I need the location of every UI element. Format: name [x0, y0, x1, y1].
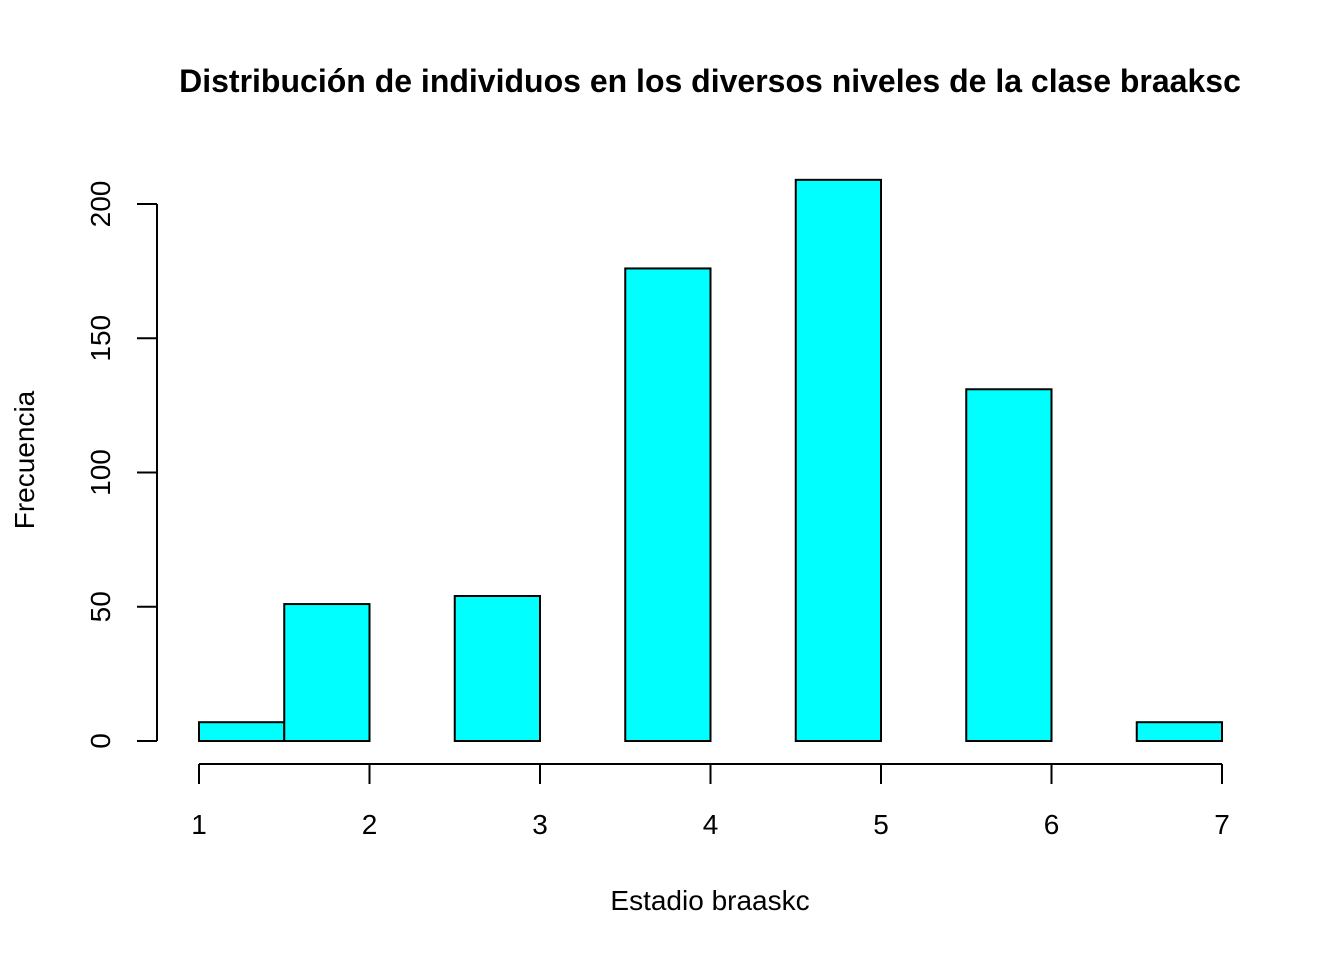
histogram-bar-0: [198, 721, 286, 743]
x-tick-label: 5: [873, 809, 889, 840]
chart-title: Distribución de individuos en los divers…: [179, 63, 1241, 99]
x-tick-label: 1: [191, 809, 207, 840]
histogram-bar-5: [624, 267, 712, 742]
y-tick-label: 100: [85, 449, 116, 496]
y-tick-label: 200: [85, 181, 116, 228]
x-tick-label: 3: [532, 809, 548, 840]
x-tick-label: 2: [362, 809, 378, 840]
x-axis-label: Estadio braaskc: [610, 885, 809, 916]
y-tick-label: 150: [85, 315, 116, 362]
x-tick-label: 4: [703, 809, 719, 840]
x-axis: 1 2 3 4 5 6 7: [191, 763, 1230, 840]
x-tick-label: 7: [1214, 809, 1230, 840]
histogram-bar-9: [965, 388, 1053, 742]
histogram-bar-1: [283, 603, 371, 742]
histogram-bar-7: [794, 178, 882, 742]
histogram-bar-11: [1135, 721, 1223, 743]
bars-group: [198, 178, 1223, 743]
y-axis-label: Frecuencia: [9, 390, 40, 529]
y-tick-label: 50: [85, 591, 116, 622]
y-axis: 0 50 100 150 200: [85, 181, 158, 749]
x-tick-label: 6: [1044, 809, 1060, 840]
histogram-bar-3: [453, 595, 541, 743]
y-tick-label: 0: [85, 733, 116, 749]
